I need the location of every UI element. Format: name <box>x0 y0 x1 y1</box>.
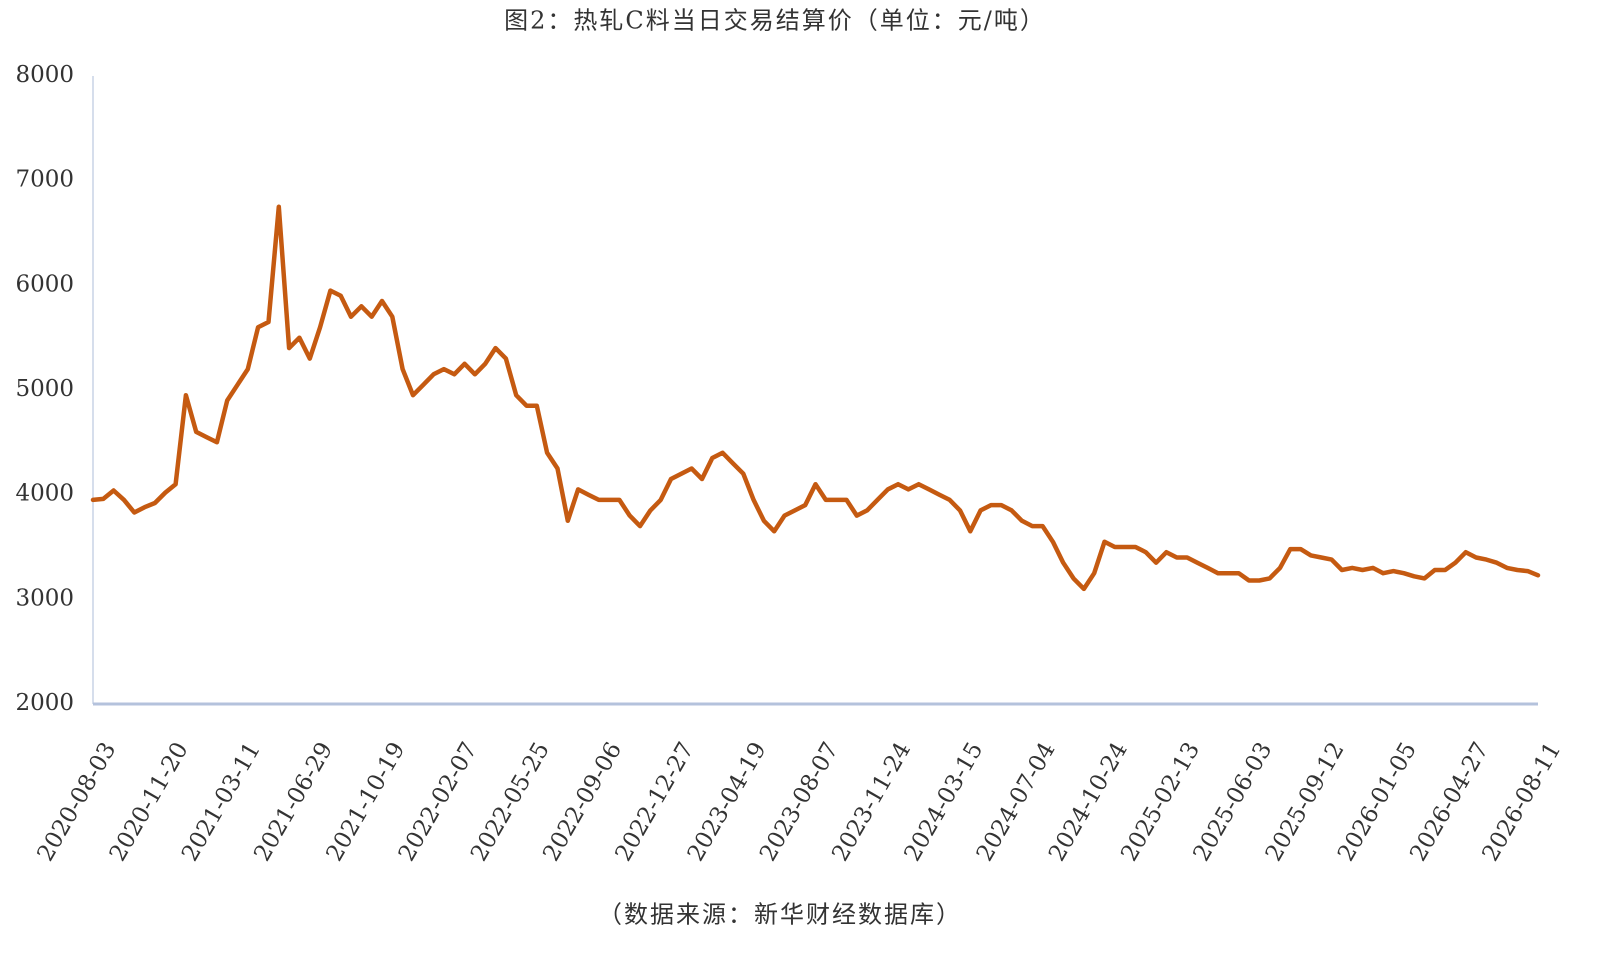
y-tick-label: 8000 <box>15 62 74 88</box>
y-tick-label: 4000 <box>15 481 74 507</box>
y-tick-label: 3000 <box>15 585 74 611</box>
price-line <box>90 204 1541 592</box>
chart-title: 图2：热轧C料当日交易结算价（单位：元/吨） <box>504 7 1046 35</box>
y-tick-label: 2000 <box>15 690 74 716</box>
y-tick-label: 5000 <box>15 376 74 402</box>
y-tick-label: 6000 <box>15 271 74 297</box>
y-tick-label: 7000 <box>15 167 74 193</box>
x-tick-label: 2026-08-11 <box>1478 738 1567 866</box>
source-note: （数据来源：新华财经数据库） <box>598 901 962 929</box>
